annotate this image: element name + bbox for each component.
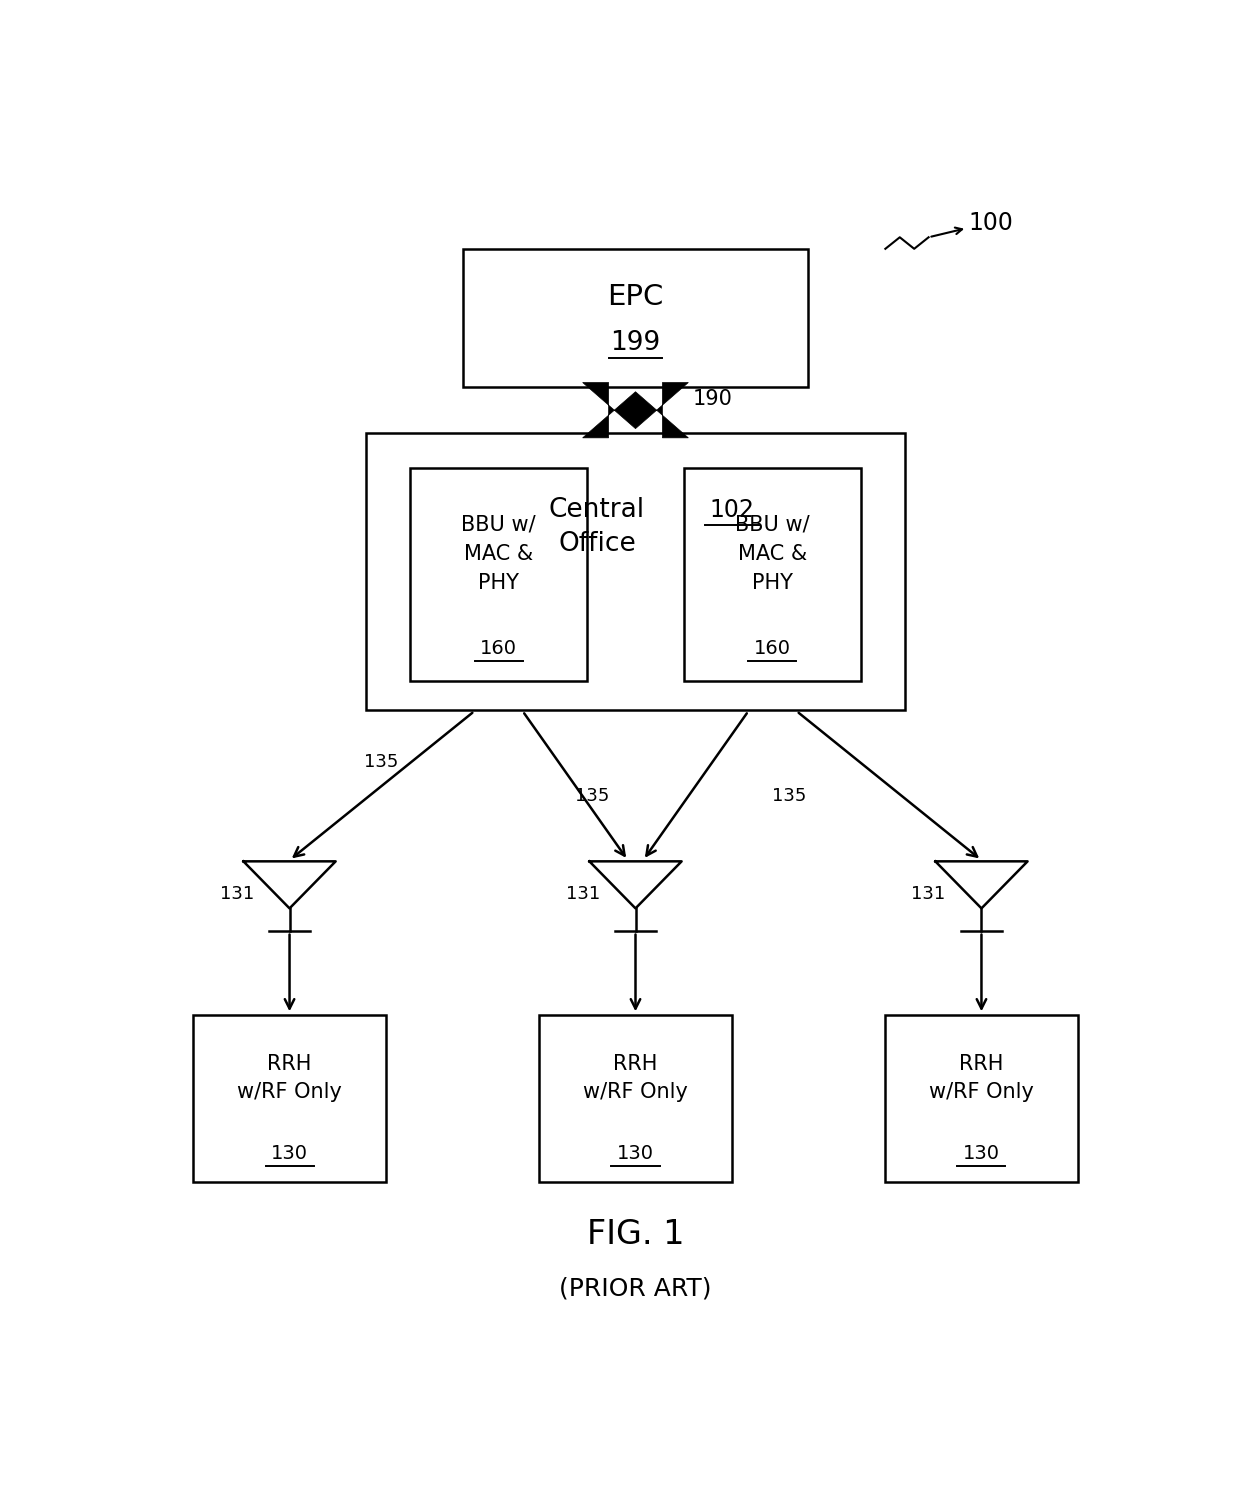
Text: 100: 100: [968, 211, 1013, 235]
FancyBboxPatch shape: [367, 433, 905, 710]
Text: RRH
w/RF Only: RRH w/RF Only: [583, 1054, 688, 1102]
Polygon shape: [583, 383, 688, 437]
Text: 130: 130: [963, 1144, 999, 1163]
FancyBboxPatch shape: [885, 1015, 1078, 1183]
Text: 199: 199: [610, 331, 661, 356]
Text: BBU w/
MAC &
PHY: BBU w/ MAC & PHY: [461, 513, 536, 593]
Text: 131: 131: [911, 885, 946, 903]
Text: 135: 135: [363, 753, 398, 771]
FancyBboxPatch shape: [683, 467, 862, 681]
Text: 135: 135: [575, 787, 609, 805]
Text: RRH
w/RF Only: RRH w/RF Only: [237, 1054, 342, 1102]
FancyBboxPatch shape: [463, 249, 808, 388]
Text: 102: 102: [709, 499, 754, 522]
Text: (PRIOR ART): (PRIOR ART): [559, 1277, 712, 1301]
Text: 131: 131: [565, 885, 600, 903]
Text: Central
Office: Central Office: [549, 497, 645, 557]
FancyBboxPatch shape: [539, 1015, 732, 1183]
Text: 135: 135: [773, 787, 806, 805]
FancyBboxPatch shape: [193, 1015, 386, 1183]
FancyBboxPatch shape: [409, 467, 588, 681]
Text: RRH
w/RF Only: RRH w/RF Only: [929, 1054, 1034, 1102]
Text: 160: 160: [754, 639, 791, 659]
Text: 160: 160: [480, 639, 517, 659]
Text: BBU w/
MAC &
PHY: BBU w/ MAC & PHY: [735, 513, 810, 593]
Text: 130: 130: [272, 1144, 308, 1163]
Text: 130: 130: [618, 1144, 653, 1163]
Text: FIG. 1: FIG. 1: [587, 1219, 684, 1251]
Text: 131: 131: [219, 885, 254, 903]
Text: 190: 190: [693, 389, 733, 409]
Text: EPC: EPC: [608, 283, 663, 311]
